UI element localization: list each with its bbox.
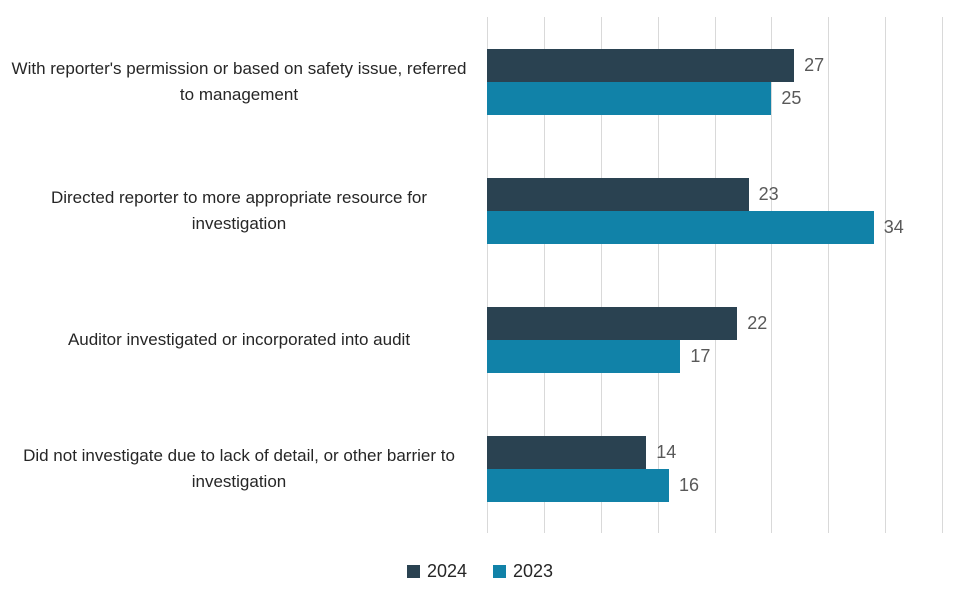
bar-2023 (487, 211, 874, 244)
gridline (771, 17, 773, 533)
legend: 2024 2023 (0, 557, 960, 585)
gridline (942, 17, 943, 533)
category-label: With reporter's permission or based on s… (11, 59, 467, 104)
gridline (600, 17, 602, 533)
gridline (714, 17, 716, 533)
bar-2024 (487, 436, 647, 469)
value-label-2024: 27 (804, 55, 825, 75)
bar-2024 (487, 178, 749, 211)
bar-2024 (487, 307, 738, 340)
gridline (657, 17, 659, 533)
gridline (543, 17, 545, 533)
value-label-2024: 22 (747, 313, 768, 333)
legend-item-2023: 2023 (493, 561, 553, 582)
value-label-2024: 14 (656, 442, 677, 462)
legend-swatch (493, 564, 506, 578)
gridline (885, 17, 887, 533)
legend-label: 2023 (513, 560, 554, 581)
legend-label: 2024 (426, 560, 467, 581)
bar-2023 (487, 340, 681, 373)
value-label-2023: 16 (679, 475, 700, 495)
legend-swatch (406, 564, 420, 578)
gridline (487, 17, 488, 533)
gridline (828, 17, 830, 533)
value-label-2023: 17 (690, 346, 711, 366)
value-label-2023: 34 (883, 217, 904, 237)
plot-area: 27 25 23 34 22 17 14 16 (487, 17, 943, 533)
category-label: Auditor investigated or incorporated int… (67, 330, 411, 349)
legend-item-2024: 2024 (406, 560, 467, 582)
bar-2023 (487, 469, 669, 502)
bar-2023 (487, 82, 772, 115)
category-label: Directed reporter to more appropriate re… (50, 188, 428, 233)
bar-2024 (487, 49, 795, 82)
value-label-2024: 23 (758, 184, 779, 204)
value-label-2023: 25 (781, 88, 802, 108)
category-label: Did not investigate due to lack of detai… (23, 446, 455, 491)
